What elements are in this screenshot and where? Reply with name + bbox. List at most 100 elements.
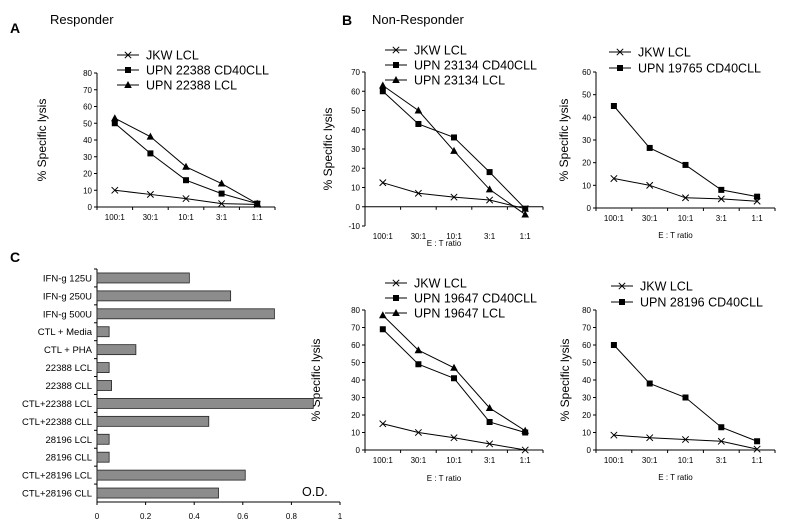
x-tick-label: 0.6 bbox=[237, 512, 249, 521]
bar bbox=[96, 415, 210, 427]
y-tick-label: 40 bbox=[351, 376, 360, 385]
y-tick-label: 60 bbox=[351, 341, 360, 350]
data-point-triangle bbox=[379, 311, 387, 319]
data-point-triangle bbox=[450, 363, 458, 371]
x-tick-label: 0 bbox=[95, 512, 100, 521]
data-point-triangle bbox=[217, 179, 226, 187]
data-point-triangle bbox=[414, 106, 423, 114]
legend-label: UPN 19647 LCL bbox=[414, 307, 505, 321]
x-tick-label: 30:1 bbox=[143, 213, 159, 222]
chart-b3: 0 10 20 30 40 50 60 70 80 100:1 30:1 10:1 3:1 1:1 % Sp… bbox=[309, 277, 544, 483]
bar-category-label: CTL+22388 CLL bbox=[22, 417, 92, 428]
x-tick-label: 10:1 bbox=[446, 232, 462, 241]
panel-b-letter: B bbox=[342, 12, 352, 28]
data-point-triangle bbox=[450, 146, 458, 154]
bar-category-label: CTL + PHA bbox=[44, 345, 93, 356]
y-tick-label: 20 bbox=[351, 164, 360, 173]
data-point-square bbox=[486, 419, 493, 425]
chart-c: 0 0.2 0.4 0.6 0.8 1 IFN-g 125U IFN-g 250U IFN-g … bbox=[22, 268, 343, 521]
y-tick-label: 70 bbox=[582, 324, 591, 333]
data-point-triangle bbox=[146, 132, 155, 140]
y-tick-label: 20 bbox=[83, 170, 92, 179]
data-point-square bbox=[415, 120, 422, 127]
x-tick-label: 1:1 bbox=[520, 232, 532, 241]
legend-label: UPN 23134 CD40CLL bbox=[414, 59, 537, 73]
panel-a-letter: A bbox=[10, 20, 20, 36]
bar bbox=[96, 433, 110, 445]
data-point-square bbox=[379, 88, 386, 95]
data-point-triangle bbox=[182, 162, 190, 170]
x-tick-label: 3:1 bbox=[484, 456, 496, 465]
legend-key-square-marker bbox=[393, 295, 399, 301]
y-tick-label: 70 bbox=[351, 324, 360, 333]
y-tick-label: 60 bbox=[83, 103, 92, 112]
data-point-x bbox=[610, 174, 618, 183]
y-tick-label: 0 bbox=[587, 204, 592, 213]
legend-label: JKW LCL bbox=[146, 49, 199, 63]
data-point-square bbox=[646, 144, 653, 151]
legend-label: JKW LCL bbox=[640, 280, 693, 294]
data-point-square bbox=[754, 438, 761, 445]
y-tick-label: 50 bbox=[582, 91, 591, 100]
y-tick-label: 50 bbox=[351, 107, 360, 116]
bar-category-label: CTL+28196 CLL bbox=[22, 489, 92, 500]
x-tick-label: 3:1 bbox=[716, 456, 728, 465]
data-point-x bbox=[610, 431, 618, 439]
legend-label: UPN 22388 CD40CLL bbox=[146, 64, 269, 78]
y-axis-label: % Specific lysis bbox=[558, 339, 572, 422]
data-point-x bbox=[111, 186, 119, 194]
bar bbox=[96, 344, 137, 356]
data-point-square bbox=[522, 205, 529, 212]
y-tick-label: 0 bbox=[356, 203, 361, 212]
data-point-x bbox=[450, 434, 458, 442]
x-tick-label: 30:1 bbox=[642, 456, 658, 465]
series-line-triangle bbox=[114, 117, 258, 205]
bar bbox=[96, 326, 110, 338]
y-tick-label: 30 bbox=[351, 394, 360, 403]
legend-label: UPN 19765 CD40CLL bbox=[638, 62, 761, 76]
bar bbox=[96, 451, 110, 463]
legend-key-triangle-marker bbox=[124, 81, 132, 88]
y-tick-label: 40 bbox=[582, 113, 591, 122]
bar bbox=[96, 308, 275, 320]
data-point-square bbox=[147, 150, 154, 157]
data-point-x bbox=[717, 195, 725, 203]
data-point-x bbox=[450, 193, 458, 201]
x-tick-label: 1:1 bbox=[752, 456, 764, 465]
series-line-x bbox=[613, 434, 758, 450]
legend-key-x-marker bbox=[392, 46, 400, 54]
y-tick-label: 10 bbox=[582, 429, 591, 438]
data-point-x bbox=[414, 428, 422, 437]
y-tick-label: 50 bbox=[83, 119, 92, 128]
x-tick-label: 10:1 bbox=[446, 456, 462, 465]
data-point-square bbox=[718, 186, 725, 193]
y-tick-label: 0 bbox=[587, 446, 592, 455]
data-point-x bbox=[681, 435, 690, 444]
responder-title: Responder bbox=[50, 12, 114, 27]
data-point-x bbox=[646, 181, 654, 189]
data-point-square bbox=[111, 120, 118, 127]
x-axis-label: E : T ratio bbox=[427, 474, 462, 483]
x-tick-label: 100:1 bbox=[604, 214, 625, 223]
x-tick-label: 100:1 bbox=[373, 456, 394, 465]
y-axis-label: % Specific lysis bbox=[557, 99, 571, 182]
x-tick-label: 0.2 bbox=[140, 512, 152, 521]
legend-label: UPN 23134 LCL bbox=[414, 74, 505, 88]
x-tick-label: 1 bbox=[338, 512, 343, 521]
bar bbox=[96, 380, 112, 391]
data-point-square bbox=[183, 177, 189, 184]
series-line-triangle bbox=[382, 314, 526, 432]
y-tick-label: 50 bbox=[582, 359, 591, 368]
bar bbox=[96, 487, 219, 499]
bar-category-label: 22388 CLL bbox=[46, 381, 92, 392]
legend-key-x-marker bbox=[392, 279, 400, 287]
data-point-square bbox=[486, 169, 493, 176]
data-point-x bbox=[146, 190, 154, 198]
x-tick-label: 1:1 bbox=[752, 214, 764, 223]
bar-category-label: 28196 LCL bbox=[46, 435, 92, 446]
data-point-triangle bbox=[414, 346, 423, 354]
bar-category-label: IFN-g 500U bbox=[43, 309, 92, 320]
bar-category-label: CTL+22388 LCL bbox=[22, 399, 92, 410]
x-tick-label: 3:1 bbox=[484, 232, 496, 241]
